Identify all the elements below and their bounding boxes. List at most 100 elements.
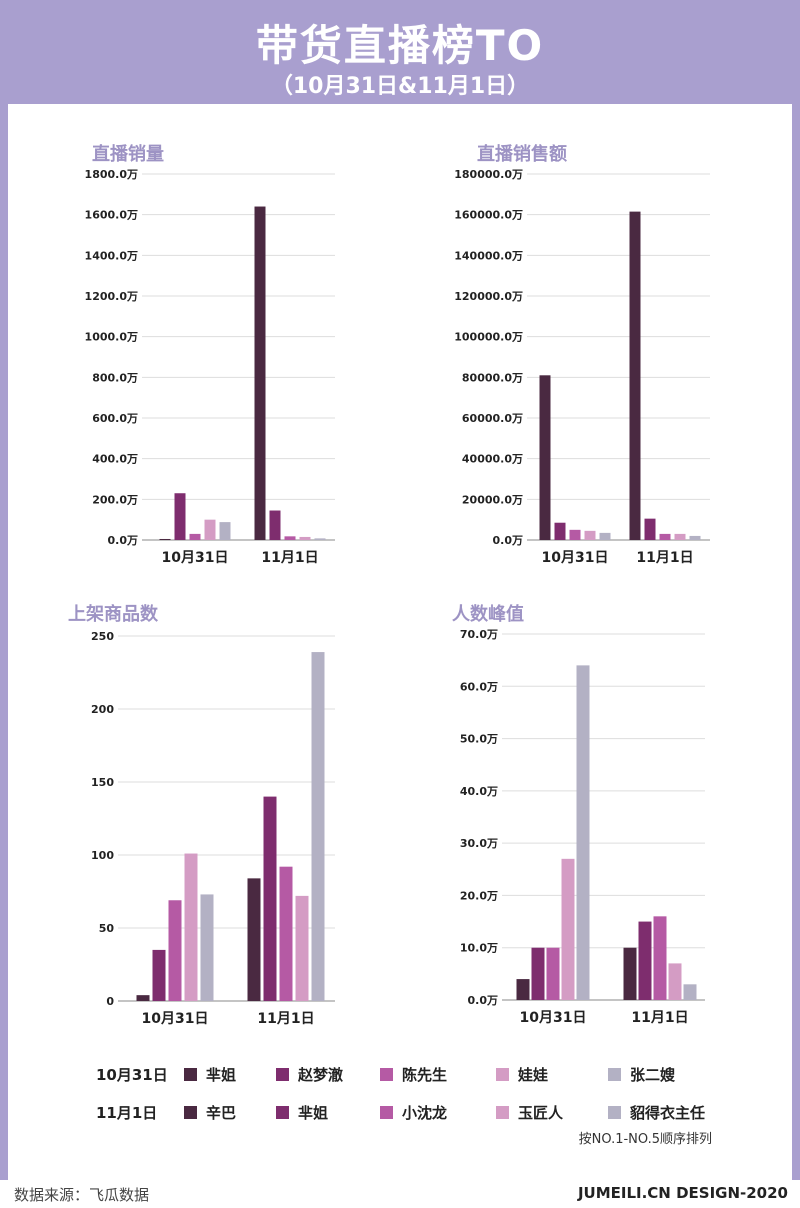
bar [683, 984, 697, 1000]
bar [539, 375, 551, 540]
legend-label: 芈姐 [298, 1104, 329, 1122]
legend-swatch [184, 1068, 197, 1081]
bar [531, 947, 545, 1000]
bar [674, 533, 686, 540]
legend-label: 玉匠人 [518, 1104, 564, 1122]
bar [174, 493, 186, 540]
bar [184, 853, 198, 1001]
y-tick-label: 1600.0万 [85, 209, 138, 222]
y-tick-label: 40000.0万 [462, 453, 523, 466]
legend-row-oct31: 10月31日 芈姐 赵梦澈 陈先生 娃娃 张二嫂 [96, 1064, 736, 1086]
y-tick-label: 1800.0万 [85, 168, 138, 181]
legend-label: 貂得衣主任 [630, 1104, 706, 1122]
bar [295, 895, 309, 1001]
bar [554, 522, 566, 540]
legend-label: 娃娃 [518, 1066, 549, 1084]
y-tick-label: 150 [91, 776, 114, 789]
legend-label: 芈姐 [206, 1066, 237, 1084]
legend-row-nov1: 11月1日 辛巴 芈姐 小沈龙 玉匠人 貂得衣主任 [96, 1102, 736, 1124]
bar [136, 995, 150, 1001]
y-tick-label: 800.0万 [92, 371, 138, 384]
bar [668, 963, 682, 1000]
x-category-label: 11月1日 [261, 550, 318, 566]
bar [599, 532, 611, 540]
y-tick-label: 0.0万 [468, 994, 499, 1007]
legend-swatch [184, 1106, 197, 1119]
x-category-label: 10月31日 [542, 550, 609, 566]
bar [204, 519, 216, 540]
bar [189, 533, 201, 540]
footer: 数据来源：飞瓜数据 JUMEILI.CN DESIGN-2020 [0, 1180, 800, 1208]
bar [576, 665, 590, 1000]
bar [254, 206, 266, 540]
bar [269, 510, 281, 540]
bar [200, 894, 214, 1001]
bar [569, 529, 581, 540]
y-tick-label: 80000.0万 [462, 371, 523, 384]
y-tick-label: 60.0万 [460, 680, 498, 693]
chart-title: 人数峰值 [452, 603, 524, 625]
y-tick-label: 120000.0万 [454, 290, 523, 303]
y-tick-label: 600.0万 [92, 412, 138, 425]
bar [623, 947, 637, 1000]
bar [279, 866, 293, 1001]
legend-label: 赵梦澈 [298, 1066, 344, 1084]
bar [219, 522, 231, 540]
legend-label: 陈先生 [402, 1066, 448, 1084]
y-tick-label: 250 [91, 630, 114, 643]
page-title: 带货直播榜TO [255, 21, 545, 70]
y-tick-label: 10.0万 [460, 942, 498, 955]
y-tick-label: 0 [106, 995, 114, 1008]
bar [284, 536, 296, 540]
legend-label: 辛巴 [206, 1104, 237, 1122]
x-category-label: 11月1日 [636, 550, 693, 566]
y-tick-label: 0.0万 [493, 534, 524, 547]
y-tick-label: 30.0万 [460, 837, 498, 850]
bar [644, 518, 656, 540]
legend-swatch [608, 1068, 621, 1081]
y-tick-label: 1200.0万 [85, 290, 138, 303]
bar [653, 916, 667, 1000]
legend-swatch [276, 1068, 289, 1081]
chart-product-count: 上架商品数 0 50 100 150 200 250 10月31日 11月1日 [68, 603, 335, 1027]
bar [629, 211, 641, 540]
header: 带货直播榜TO （10月31日&11月1日） [0, 0, 800, 104]
x-category-label: 10月31日 [520, 1010, 587, 1026]
chart-title: 直播销售额 [477, 143, 567, 165]
bar [263, 796, 277, 1001]
y-tick-label: 70.0万 [460, 628, 498, 641]
legend-note: 按NO.1-NO.5顺序排列 [578, 1132, 712, 1147]
x-category-label: 10月31日 [142, 1011, 209, 1027]
page-subtitle: （10月31日&11月1日） [270, 74, 530, 99]
bar [584, 530, 596, 540]
y-tick-label: 1000.0万 [85, 331, 138, 344]
y-tick-label: 400.0万 [92, 453, 138, 466]
x-category-label: 11月1日 [631, 1010, 688, 1026]
bar [546, 947, 560, 1000]
y-tick-label: 0.0万 [108, 534, 139, 547]
bar [311, 652, 325, 1001]
y-tick-label: 160000.0万 [454, 209, 523, 222]
bar [168, 900, 182, 1001]
y-tick-label: 180000.0万 [454, 168, 523, 181]
x-category-label: 11月1日 [257, 1011, 314, 1027]
bar [659, 533, 671, 540]
chart-sales-volume: 直播销量 0.0万 200.0万 400.0万 600.0万 800.0万 1000.0万 1… [85, 143, 335, 566]
chart-title: 上架商品数 [68, 603, 159, 625]
y-tick-label: 60000.0万 [462, 412, 523, 425]
bar [516, 979, 530, 1000]
y-tick-label: 1400.0万 [85, 249, 138, 262]
legend-swatch [496, 1106, 509, 1119]
y-tick-label: 50.0万 [460, 733, 498, 746]
bar [561, 858, 575, 1000]
y-tick-label: 20.0万 [460, 889, 498, 902]
legend-date: 10月31日 [96, 1066, 168, 1084]
y-tick-label: 50 [99, 922, 115, 935]
bar [159, 538, 171, 540]
y-tick-label: 100 [91, 849, 114, 862]
design-credit: JUMEILI.CN DESIGN-2020 [577, 1184, 788, 1202]
chart-sales-amount: 直播销售额 0.0万 20000.0万 40000.0万 60000.0万 80000.0… [454, 143, 710, 566]
bar [299, 536, 311, 540]
legend-date: 11月1日 [96, 1104, 158, 1122]
legend-label: 小沈龙 [402, 1104, 448, 1122]
